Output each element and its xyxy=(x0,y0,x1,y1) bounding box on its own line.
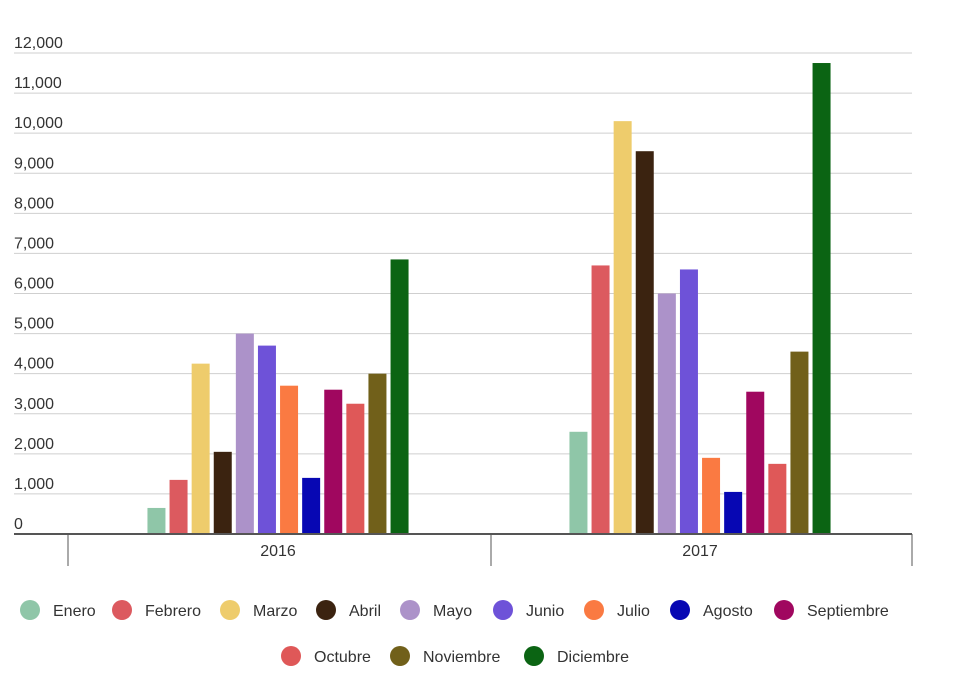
y-tick-label: 12,000 xyxy=(14,35,63,52)
y-tick-label: 11,000 xyxy=(14,75,62,92)
legend-label: Noviembre xyxy=(423,649,500,666)
y-tick-label: 8,000 xyxy=(14,195,54,212)
legend-marker xyxy=(281,646,301,666)
bar-octubre-2017 xyxy=(768,463,787,534)
bar-febrero-2016 xyxy=(169,479,188,534)
bar-enero-2017 xyxy=(569,431,588,534)
legend-item-diciembre[interactable]: Diciembre xyxy=(524,646,629,666)
y-tick-label: 7,000 xyxy=(14,235,54,252)
y-tick-label: 1,000 xyxy=(14,476,54,493)
bar-septiembre-2016 xyxy=(324,389,343,534)
legend-item-marzo[interactable]: Marzo xyxy=(220,600,298,620)
bar-octubre-2016 xyxy=(346,403,365,534)
bar-noviembre-2017 xyxy=(790,351,809,534)
y-axis-ticks: 0 1,000 2,000 3,000 4,000 5,000 6,000 7,000 8,00… xyxy=(14,35,63,533)
legend-label: Julio xyxy=(617,603,650,620)
bar-diciembre-2017 xyxy=(812,63,831,534)
legend-label: Abril xyxy=(349,603,381,620)
legend-item-mayo[interactable]: Mayo xyxy=(400,600,472,620)
legend-label: Febrero xyxy=(145,603,201,620)
bar-marzo-2016 xyxy=(191,363,210,534)
bar-agosto-2017 xyxy=(724,491,743,534)
legend-item-noviembre[interactable]: Noviembre xyxy=(390,646,500,666)
y-tick-label: 4,000 xyxy=(14,356,54,373)
legend-marker xyxy=(112,600,132,620)
y-tick-label: 0 xyxy=(14,516,23,533)
bar-septiembre-2017 xyxy=(746,391,765,534)
y-tick-label: 2,000 xyxy=(14,436,54,453)
legend-marker xyxy=(493,600,513,620)
bar-abril-2017 xyxy=(635,151,654,534)
bar-agosto-2016 xyxy=(302,477,321,534)
legend-label: Mayo xyxy=(433,603,472,620)
bar-diciembre-2016 xyxy=(390,259,409,534)
bar-marzo-2017 xyxy=(613,121,632,535)
bar-junio-2016 xyxy=(257,345,276,534)
legend-item-febrero[interactable]: Febrero xyxy=(112,600,201,620)
legend-item-julio[interactable]: Julio xyxy=(584,600,650,620)
bar-enero-2016 xyxy=(147,507,166,534)
legend-item-junio[interactable]: Junio xyxy=(493,600,564,620)
bar-julio-2017 xyxy=(702,457,721,534)
legend-label: Junio xyxy=(526,603,564,620)
bar-mayo-2016 xyxy=(235,333,254,534)
legend-marker xyxy=(670,600,690,620)
legend-marker xyxy=(400,600,420,620)
legend-item-septiembre[interactable]: Septiembre xyxy=(774,600,889,620)
bar-julio-2016 xyxy=(280,385,299,534)
legend-item-abril[interactable]: Abril xyxy=(316,600,381,620)
legend-label: Octubre xyxy=(314,649,371,666)
legend-label: Septiembre xyxy=(807,603,889,620)
legend-marker xyxy=(20,600,40,620)
legend-label: Agosto xyxy=(703,603,753,620)
bar-mayo-2017 xyxy=(657,293,676,534)
y-tick-label: 10,000 xyxy=(14,115,63,132)
legend-marker xyxy=(524,646,544,666)
x-category-label: 2016 xyxy=(260,543,296,560)
bars xyxy=(147,63,831,535)
x-axis: 2016 2017 xyxy=(14,533,913,566)
legend-marker xyxy=(316,600,336,620)
y-tick-label: 6,000 xyxy=(14,276,54,293)
legend-marker xyxy=(390,646,410,666)
y-tick-label: 5,000 xyxy=(14,316,54,333)
x-category-label: 2017 xyxy=(682,543,718,560)
legend-marker xyxy=(220,600,240,620)
legend-label: Enero xyxy=(53,603,96,620)
legend-marker xyxy=(584,600,604,620)
bar-abril-2016 xyxy=(213,451,232,534)
legend-item-octubre[interactable]: Octubre xyxy=(281,646,371,666)
bar-febrero-2017 xyxy=(591,265,610,534)
legend-marker xyxy=(774,600,794,620)
grid-lines xyxy=(14,52,912,495)
bar-noviembre-2016 xyxy=(368,373,387,534)
legend: Enero Febrero Marzo Abril Mayo Junio Julio Agos… xyxy=(20,600,889,666)
legend-label: Diciembre xyxy=(557,649,629,666)
legend-item-agosto[interactable]: Agosto xyxy=(670,600,753,620)
bar-junio-2017 xyxy=(679,269,698,534)
y-tick-label: 3,000 xyxy=(14,396,54,413)
legend-label: Marzo xyxy=(253,603,298,620)
legend-item-enero[interactable]: Enero xyxy=(20,600,96,620)
y-tick-label: 9,000 xyxy=(14,155,54,172)
